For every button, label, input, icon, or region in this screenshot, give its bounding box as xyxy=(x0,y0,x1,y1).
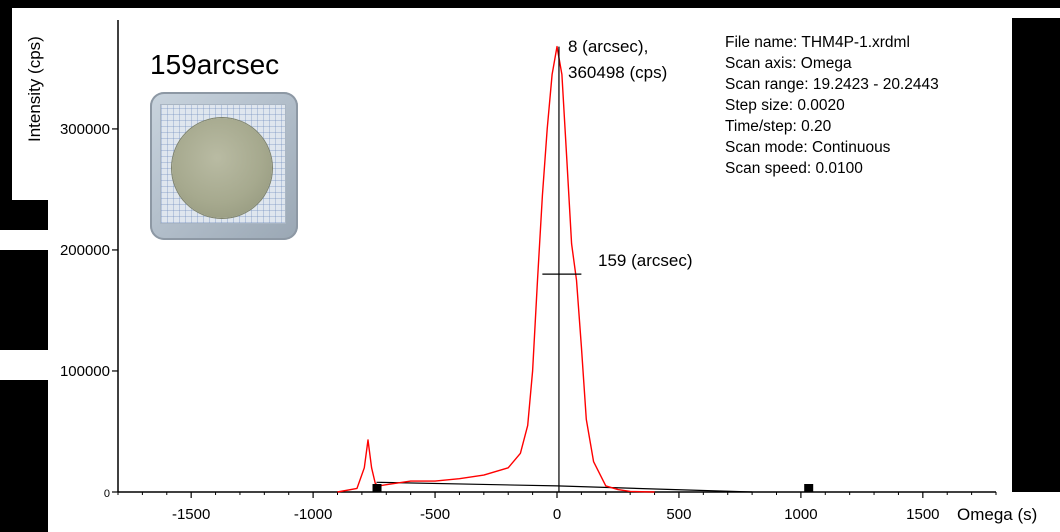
chart-title: 159arcsec xyxy=(150,49,279,80)
peak-annotation-line1: 8 (arcsec), xyxy=(568,37,648,56)
info-time-step: Time/step: 0.20 xyxy=(725,118,832,135)
frame-left-block-low xyxy=(0,250,48,350)
baseline-markers xyxy=(372,484,814,492)
frame-left-block-top xyxy=(0,0,12,200)
baseline-marker xyxy=(804,484,814,492)
series-line xyxy=(337,45,655,493)
info-file-name: File name: THM4P-1.xrdml xyxy=(725,34,910,51)
baseline-marker xyxy=(372,484,382,492)
y-tick-label: 100000 xyxy=(60,363,110,380)
y-tick-label: 0 xyxy=(104,488,110,500)
frame-right-block xyxy=(1012,18,1060,492)
baseline-line xyxy=(376,481,753,493)
y-tick-label: 300000 xyxy=(60,121,110,138)
x-tick-label: 0 xyxy=(553,506,561,523)
info-scan-mode: Scan mode: Continuous xyxy=(725,139,891,156)
y-ticks: 0 100000 200000 300000 xyxy=(60,121,118,500)
x-tick-label: 500 xyxy=(666,506,691,523)
y-tick-label: 200000 xyxy=(60,242,110,259)
x-tick-label: -500 xyxy=(420,506,450,523)
frame-top-bar xyxy=(0,0,1060,8)
x-axis-label: Omega (s) xyxy=(957,505,1037,524)
x-tick-label: 1500 xyxy=(906,506,939,523)
info-scan-axis: Scan axis: Omega xyxy=(725,55,852,72)
y-axis-label: Intensity (cps) xyxy=(25,36,44,142)
fwhm-annotation: 159 (arcsec) xyxy=(598,251,692,270)
frame-left-block-bottom xyxy=(0,380,48,532)
frame-left-block-mid xyxy=(0,200,48,230)
x-tick-label: -1000 xyxy=(294,506,332,523)
peak-annotation-line2: 360498 (cps) xyxy=(568,63,667,82)
x-tick-label: 1000 xyxy=(784,506,817,523)
x-ticks: -1500 -1000 -500 0 500 1000 1500 xyxy=(117,492,997,523)
x-tick-label: -1500 xyxy=(172,506,210,523)
info-scan-speed: Scan speed: 0.0100 xyxy=(725,160,863,177)
scan-info-panel: File name: THM4P-1.xrdml Scan axis: Omeg… xyxy=(725,34,939,177)
info-step-size: Step size: 0.0020 xyxy=(725,97,845,114)
info-scan-range: Scan range: 19.2423 - 20.2443 xyxy=(725,76,939,93)
sample-photo xyxy=(150,92,298,240)
series-group xyxy=(337,45,655,493)
sample-wafer xyxy=(172,118,272,218)
